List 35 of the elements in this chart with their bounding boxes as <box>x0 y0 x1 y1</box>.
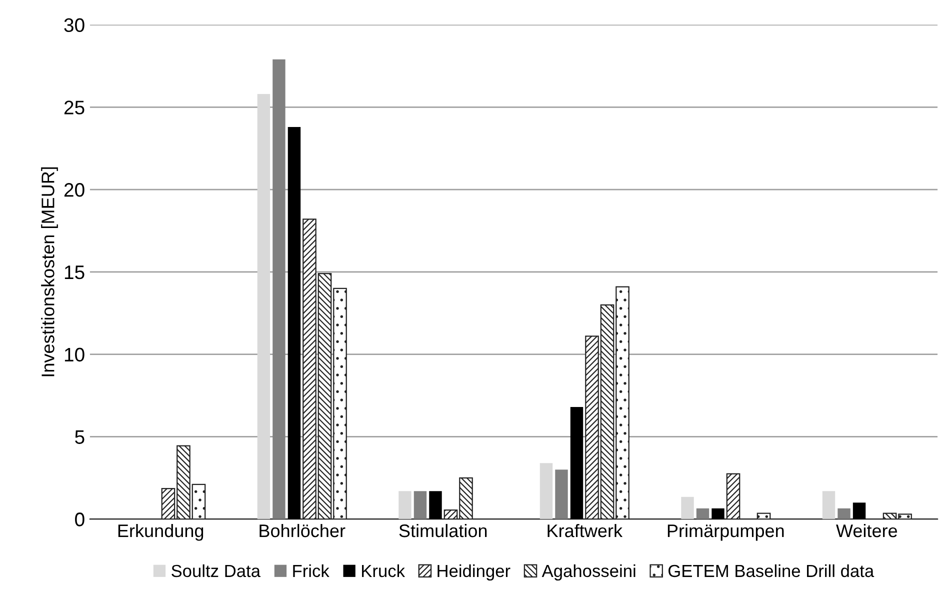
y-axis-title: Investitionskosten [MEUR] <box>41 167 58 376</box>
legend-label: GETEM Baseline Drill data <box>668 564 874 578</box>
x-tick-label: Bohrlöcher <box>260 524 346 538</box>
y-tick-label: 0 <box>75 512 84 526</box>
bar <box>540 463 553 520</box>
y-tick-label: 20 <box>64 183 84 197</box>
legend-label: Soultz Data <box>172 564 261 578</box>
bar <box>712 508 724 520</box>
x-tick-label: Stimulation <box>399 524 487 538</box>
bar <box>398 491 412 520</box>
bar <box>288 126 301 520</box>
bar <box>852 502 866 520</box>
y-tick-label: 25 <box>64 100 84 114</box>
y-tick-label: 30 <box>64 18 84 32</box>
legend-label: Frick <box>293 564 330 578</box>
x-tick-label: Weitere <box>836 524 898 538</box>
legend-label: Kruck <box>362 564 406 578</box>
bar <box>555 470 568 520</box>
legend-label: Heidinger <box>438 564 510 581</box>
bar <box>570 407 584 520</box>
y-tick-label: 10 <box>64 348 84 362</box>
x-tick-label: Primärpumpen <box>668 524 784 541</box>
bar <box>414 491 427 520</box>
legend-label: Agahosseini <box>542 564 636 581</box>
bar <box>696 508 710 520</box>
bar <box>681 496 694 520</box>
bar <box>838 508 850 520</box>
x-tick-label: Kraftwerk <box>548 524 623 538</box>
bar <box>822 491 836 520</box>
bar <box>257 94 270 520</box>
bar <box>429 491 442 520</box>
bar <box>272 59 286 520</box>
x-tick-label: Erkundung <box>118 524 204 541</box>
y-tick-label: 5 <box>75 430 84 444</box>
y-tick-label: 15 <box>64 266 84 280</box>
